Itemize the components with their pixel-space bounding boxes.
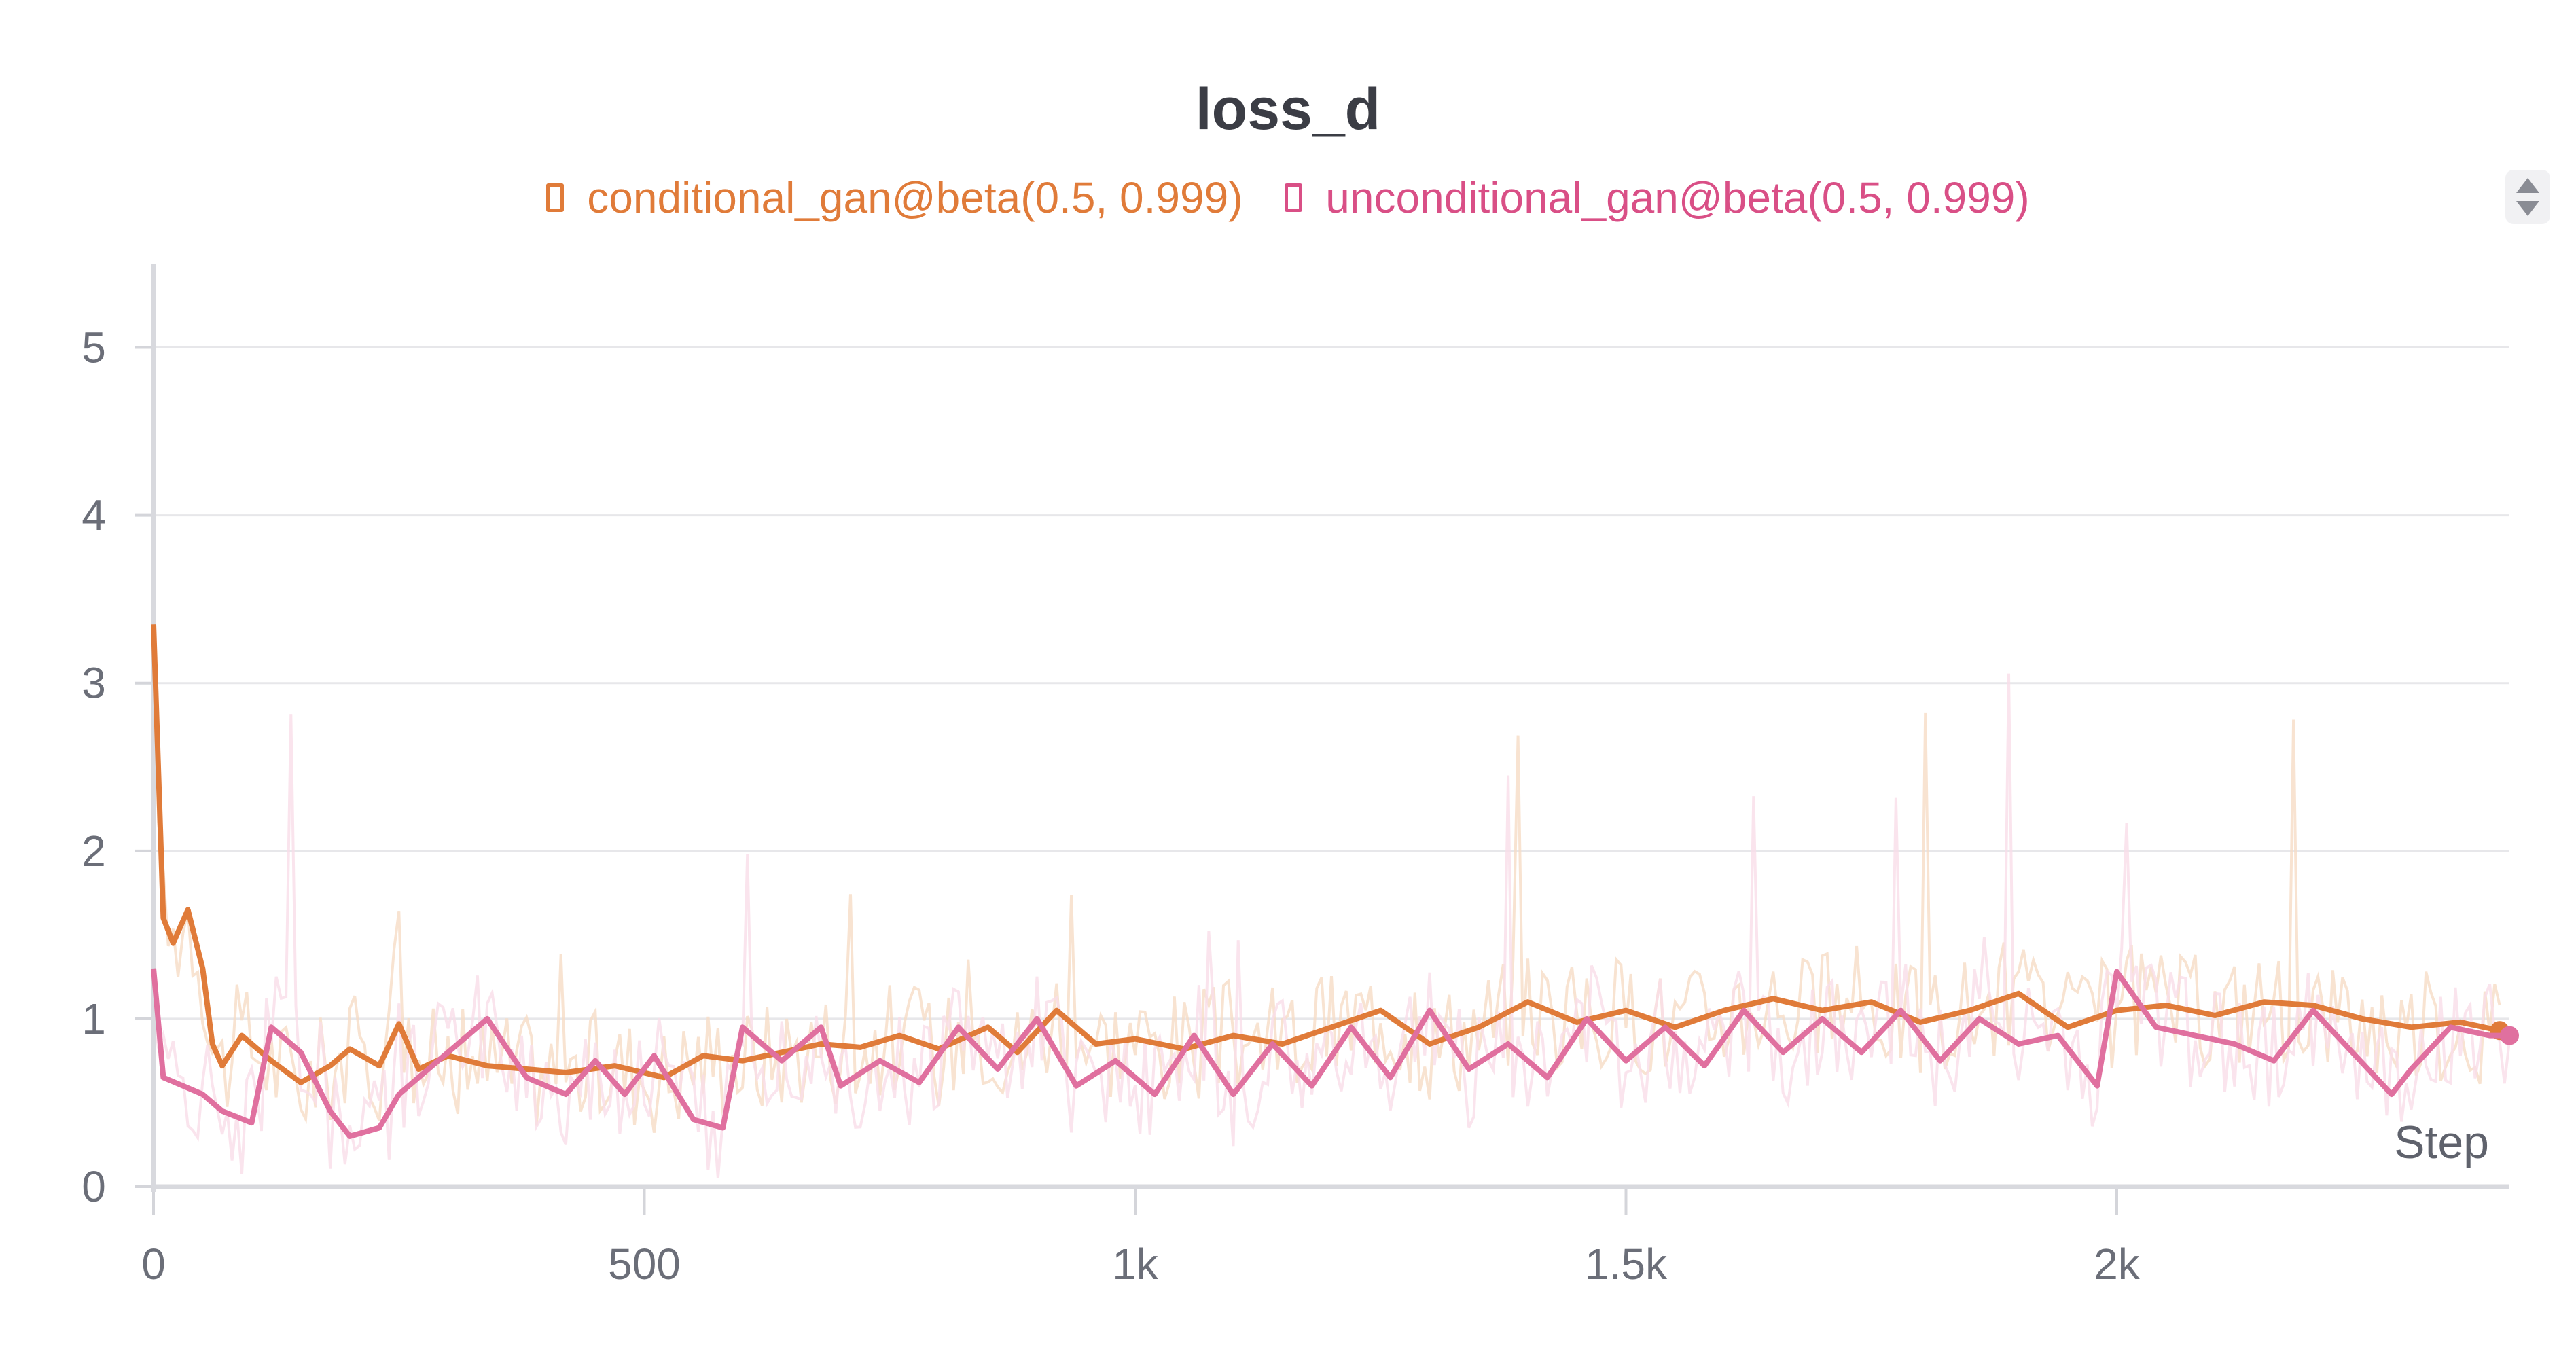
grid-lines — [154, 346, 2509, 1020]
legend-scroll-control[interactable] — [2505, 170, 2550, 224]
legend-item-conditional[interactable]: conditional_gan@beta(0.5, 0.999) — [546, 169, 1243, 223]
legend: conditional_gan@beta(0.5, 0.999) uncondi… — [0, 167, 2576, 223]
raw-series-layer — [152, 578, 2511, 1178]
tick-labels: 0 1 2 3 4 5 0 500 1k 1.5k 2k — [82, 323, 2141, 1288]
y-tick-label: 1 — [82, 994, 106, 1043]
y-tick-label: 4 — [82, 491, 106, 540]
x-axis-label: Step — [2394, 1117, 2489, 1168]
y-tick-label: 2 — [82, 827, 106, 876]
chart-title: loss_d — [1195, 77, 1381, 142]
y-tick-label: 0 — [82, 1162, 106, 1211]
series-line-1 — [151, 968, 2509, 1139]
x-tick-label: 1k — [1112, 1240, 1159, 1288]
y-tick-label: 5 — [82, 323, 106, 372]
series-end-marker-1 — [2500, 1026, 2519, 1045]
x-tick-label: 0 — [141, 1240, 166, 1288]
raw-series-1 — [152, 673, 2511, 1178]
x-tick-label: 500 — [608, 1240, 681, 1288]
legend-item-unconditional[interactable]: unconditional_gan@beta(0.5, 0.999) — [1285, 169, 2030, 223]
axes — [135, 264, 2509, 1215]
legend-swatch-unconditional — [1285, 183, 1303, 212]
x-tick-label: 1.5k — [1585, 1240, 1668, 1288]
legend-swatch-conditional — [546, 183, 565, 212]
x-tick-label: 2k — [2094, 1240, 2141, 1288]
legend-label-conditional: conditional_gan@beta(0.5, 0.999) — [587, 173, 1243, 222]
y-tick-label: 3 — [82, 659, 106, 708]
series-lines — [151, 624, 2519, 1139]
series-line-0 — [151, 624, 2501, 1085]
legend-label-unconditional: unconditional_gan@beta(0.5, 0.999) — [1325, 173, 2030, 222]
sort-arrows-icon — [2516, 178, 2539, 216]
